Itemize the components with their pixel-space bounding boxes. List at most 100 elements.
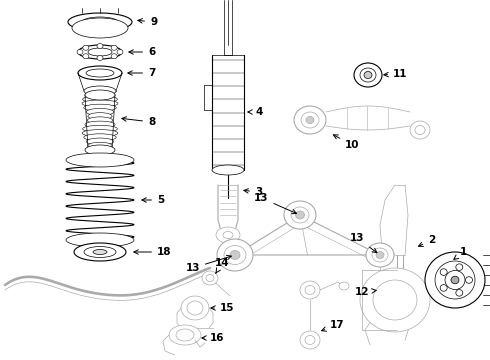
Ellipse shape (206, 274, 214, 282)
Ellipse shape (86, 108, 114, 116)
Ellipse shape (93, 249, 107, 255)
Ellipse shape (72, 18, 128, 38)
Ellipse shape (305, 285, 315, 294)
Ellipse shape (111, 45, 117, 50)
Ellipse shape (284, 201, 316, 229)
Ellipse shape (77, 50, 83, 54)
Ellipse shape (415, 126, 425, 135)
Ellipse shape (78, 45, 122, 59)
Ellipse shape (85, 145, 115, 155)
Ellipse shape (78, 66, 122, 80)
Ellipse shape (372, 248, 388, 262)
Ellipse shape (83, 54, 89, 59)
Ellipse shape (85, 90, 115, 100)
Text: 10: 10 (333, 135, 360, 150)
Text: 18: 18 (134, 247, 172, 257)
Text: 3: 3 (244, 187, 262, 197)
Ellipse shape (111, 54, 117, 59)
Ellipse shape (230, 251, 240, 260)
Text: 17: 17 (321, 320, 344, 331)
Ellipse shape (300, 281, 320, 299)
Ellipse shape (366, 243, 394, 267)
Ellipse shape (66, 233, 134, 247)
Ellipse shape (373, 280, 417, 320)
Text: 6: 6 (129, 47, 155, 57)
Text: 13: 13 (350, 233, 377, 253)
Ellipse shape (212, 165, 244, 175)
Ellipse shape (360, 68, 376, 82)
Ellipse shape (92, 19, 108, 25)
Ellipse shape (440, 285, 447, 291)
Text: 5: 5 (142, 195, 164, 205)
Ellipse shape (88, 142, 112, 149)
Ellipse shape (176, 329, 194, 341)
Ellipse shape (82, 17, 118, 27)
Ellipse shape (82, 130, 118, 136)
Ellipse shape (83, 45, 89, 50)
Ellipse shape (291, 207, 309, 223)
Ellipse shape (294, 106, 326, 134)
Ellipse shape (84, 134, 116, 141)
Ellipse shape (224, 246, 246, 265)
Ellipse shape (301, 112, 319, 128)
Ellipse shape (360, 268, 430, 332)
Ellipse shape (84, 104, 116, 111)
Text: 2: 2 (418, 235, 435, 246)
Ellipse shape (86, 69, 114, 77)
Text: 7: 7 (128, 68, 155, 78)
Text: 9: 9 (138, 17, 157, 27)
Ellipse shape (440, 269, 447, 275)
Ellipse shape (87, 117, 113, 124)
Text: 14: 14 (215, 258, 230, 273)
Ellipse shape (97, 55, 103, 60)
Ellipse shape (435, 261, 475, 299)
Ellipse shape (84, 247, 116, 257)
Text: 11: 11 (384, 69, 408, 79)
Text: 15: 15 (211, 303, 235, 313)
Ellipse shape (83, 96, 117, 103)
Text: 16: 16 (202, 333, 224, 343)
Ellipse shape (181, 296, 209, 320)
Ellipse shape (376, 252, 384, 258)
Ellipse shape (425, 252, 485, 308)
Text: 4: 4 (248, 107, 262, 117)
Ellipse shape (374, 282, 386, 292)
Ellipse shape (68, 13, 132, 31)
Ellipse shape (202, 271, 218, 285)
Ellipse shape (466, 277, 472, 283)
Ellipse shape (216, 227, 240, 243)
Text: 13: 13 (186, 255, 231, 273)
Ellipse shape (217, 239, 253, 271)
Ellipse shape (187, 301, 203, 315)
Ellipse shape (85, 121, 115, 128)
Ellipse shape (305, 336, 315, 345)
Ellipse shape (66, 153, 134, 167)
Ellipse shape (354, 63, 382, 87)
Ellipse shape (97, 44, 103, 49)
Ellipse shape (74, 243, 126, 261)
Ellipse shape (84, 86, 116, 96)
Ellipse shape (410, 121, 430, 139)
Ellipse shape (339, 282, 349, 290)
Ellipse shape (451, 276, 459, 284)
Text: 12: 12 (355, 287, 376, 297)
Ellipse shape (169, 325, 201, 345)
Ellipse shape (82, 100, 118, 107)
Ellipse shape (88, 48, 112, 56)
Ellipse shape (445, 270, 465, 289)
Ellipse shape (300, 331, 320, 349)
Ellipse shape (456, 289, 463, 296)
Ellipse shape (295, 211, 304, 219)
Text: 1: 1 (454, 247, 467, 259)
Ellipse shape (86, 138, 114, 145)
Ellipse shape (83, 125, 118, 132)
Ellipse shape (85, 91, 115, 99)
Ellipse shape (223, 231, 233, 239)
Text: 8: 8 (122, 117, 155, 127)
Ellipse shape (87, 147, 113, 153)
Text: 13: 13 (254, 193, 296, 214)
Ellipse shape (306, 117, 314, 123)
Ellipse shape (117, 50, 123, 54)
Ellipse shape (456, 264, 463, 270)
Ellipse shape (364, 72, 372, 78)
